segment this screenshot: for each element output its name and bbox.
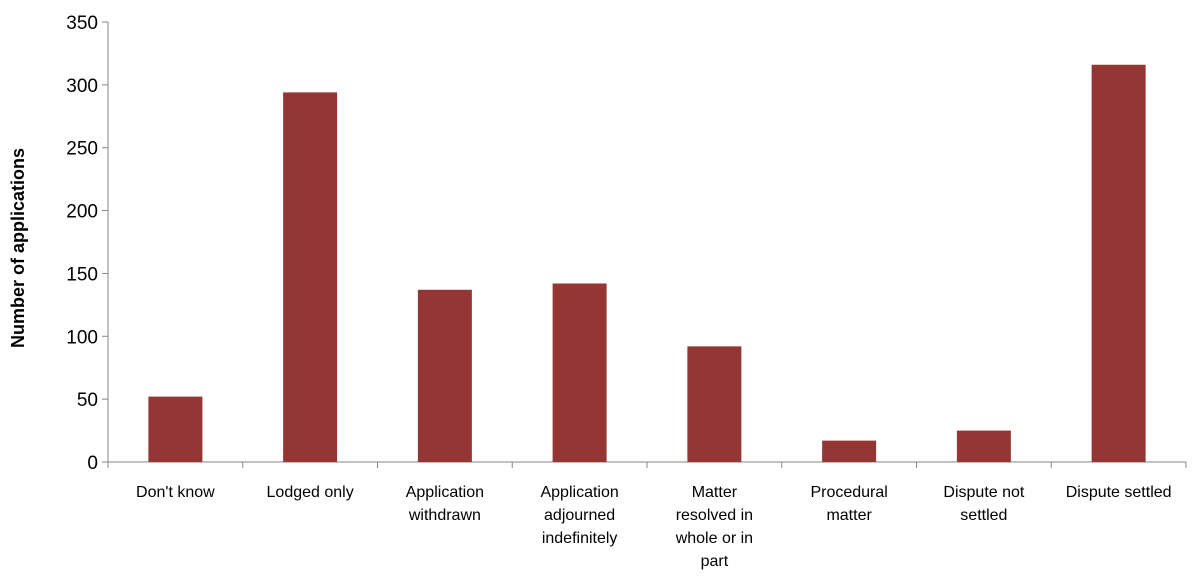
y-tick-label: 100	[66, 327, 98, 348]
x-category-label-line: settled	[960, 507, 1007, 524]
axis-labels: 0 50 100 150 200 250 300 350 Don't know Lodged on…	[66, 13, 1171, 570]
x-category-label-line: Application	[540, 484, 618, 501]
x-category-label: Application adjourned indefinitely	[540, 484, 618, 547]
bar-1	[148, 396, 203, 462]
x-category-label-line: adjourned	[544, 507, 615, 524]
x-category-label: Dispute settled	[1066, 484, 1172, 501]
x-category-label-line: resolved in	[676, 507, 753, 524]
x-category-label-line: Lodged only	[267, 484, 354, 501]
y-tick-label: 250	[66, 139, 98, 160]
bars	[148, 64, 1146, 463]
x-category-label-line: Dispute not	[943, 484, 1024, 501]
x-category-label-line: matter	[826, 507, 872, 524]
bar-6	[822, 440, 877, 462]
x-category-label: Dispute not settled	[943, 484, 1024, 524]
bar-8	[1091, 64, 1146, 462]
y-tick-label: 50	[77, 390, 98, 411]
bar-4	[552, 283, 607, 462]
x-category-label-line: Don't know	[136, 484, 215, 501]
x-category-label: Lodged only	[267, 484, 354, 501]
x-category-label: Procedural matter	[810, 484, 887, 524]
x-category-label: Matter resolved in whole or in part	[675, 484, 753, 570]
y-tick-label: 150	[66, 264, 98, 285]
x-category-label-line: Dispute settled	[1066, 484, 1172, 501]
bar-2	[283, 92, 338, 463]
y-tick-label: 300	[66, 76, 98, 97]
x-category-label-line: part	[701, 553, 729, 570]
axes	[102, 21, 1187, 468]
bar-7	[956, 430, 1011, 462]
bar-3	[417, 289, 472, 462]
x-category-label: Application withdrawn	[406, 484, 484, 524]
x-category-label-line: Matter	[692, 484, 738, 501]
y-axis-title: Number of applications	[8, 148, 28, 348]
x-category-label-line: Procedural	[810, 484, 887, 501]
bar-5	[687, 346, 742, 462]
y-tick-label: 0	[87, 453, 98, 474]
x-category-label-line: whole or in	[675, 530, 753, 547]
x-category-label-line: withdrawn	[408, 507, 481, 524]
x-category-label-line: Application	[406, 484, 484, 501]
y-tick-label: 200	[66, 202, 98, 223]
x-category-label-line: indefinitely	[542, 530, 618, 547]
y-tick-label: 350	[66, 13, 98, 34]
x-category-label: Don't know	[136, 484, 215, 501]
